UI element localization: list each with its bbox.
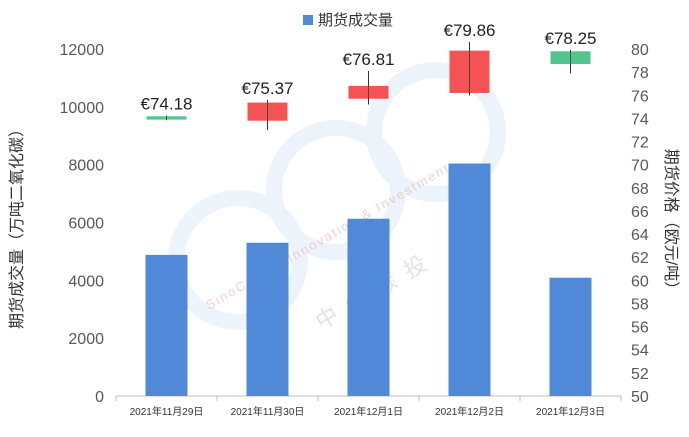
volume-bar [347,218,390,396]
bar-series [145,163,592,396]
price-data-label: €75.37 [242,79,294,98]
y-left-tick-label: 6000 [68,216,104,233]
legend-swatch [303,15,313,25]
y-right-tick-label: 70 [631,158,649,175]
x-tick-label: 2021年12月1日 [334,405,403,418]
y-right-tick-label: 64 [631,227,649,244]
x-tick-label: 2021年12月3日 [536,405,605,418]
y-right-tick-label: 78 [631,65,649,82]
volume-bar [549,277,592,396]
right-axis: 50 52 54 56 58 60 62 64 66 68 70 72 74 76 78 80 [631,42,649,406]
x-tick-label: 2021年11月29日 [130,405,204,418]
y-right-axis-title: 期货价格（欧元/吨） [662,149,680,297]
y-right-tick-label: 80 [631,42,649,59]
y-right-tick-label: 74 [631,111,649,128]
volume-bar [145,254,188,396]
x-tick-label: 2021年11月30日 [231,405,305,418]
y-left-tick-label: 4000 [68,273,104,290]
y-left-tick-label: 8000 [68,158,104,175]
y-right-tick-label: 54 [631,343,649,360]
price-data-label: €79.86 [444,21,496,40]
y-right-tick-label: 72 [631,135,649,152]
y-left-tick-label: 0 [95,389,104,406]
y-right-tick-label: 76 [631,88,649,105]
y-left-tick-label: 12000 [60,42,105,59]
legend-label: 期货成交量 [318,11,393,29]
price-data-label: €76.81 [343,50,395,69]
price-data-label: €74.18 [141,95,193,114]
legend: 期货成交量 [303,11,393,29]
y-right-tick-label: 60 [631,273,649,290]
y-left-tick-label: 2000 [68,331,104,348]
y-right-tick-label: 50 [631,389,649,406]
volume-bar [448,163,491,396]
candle-series: €74.18 €75.37 €76.81 €79.86 €78.25 [141,21,597,130]
y-left-tick-label: 10000 [60,100,105,117]
price-data-label: €78.25 [545,29,597,48]
x-axis: 2021年11月29日 2021年11月30日 2021年12月1日 2021年12月… [115,396,622,418]
volume-bar [246,242,289,396]
y-right-tick-label: 58 [631,296,649,313]
y-right-tick-label: 52 [631,366,649,383]
y-right-tick-label: 62 [631,250,649,267]
y-right-tick-label: 56 [631,320,649,337]
y-right-tick-label: 66 [631,204,649,221]
watermark-logo [168,62,506,330]
y-left-axis-title: 期货成交量（万吨二氧化碳） [8,121,26,329]
left-axis: 0 2000 4000 6000 8000 10000 12000 [60,42,105,406]
x-tick-label: 2021年12月2日 [435,405,504,418]
watermark-text-en: SinoCarbon Innovation & Investment [203,160,453,313]
y-right-tick-label: 68 [631,181,649,198]
